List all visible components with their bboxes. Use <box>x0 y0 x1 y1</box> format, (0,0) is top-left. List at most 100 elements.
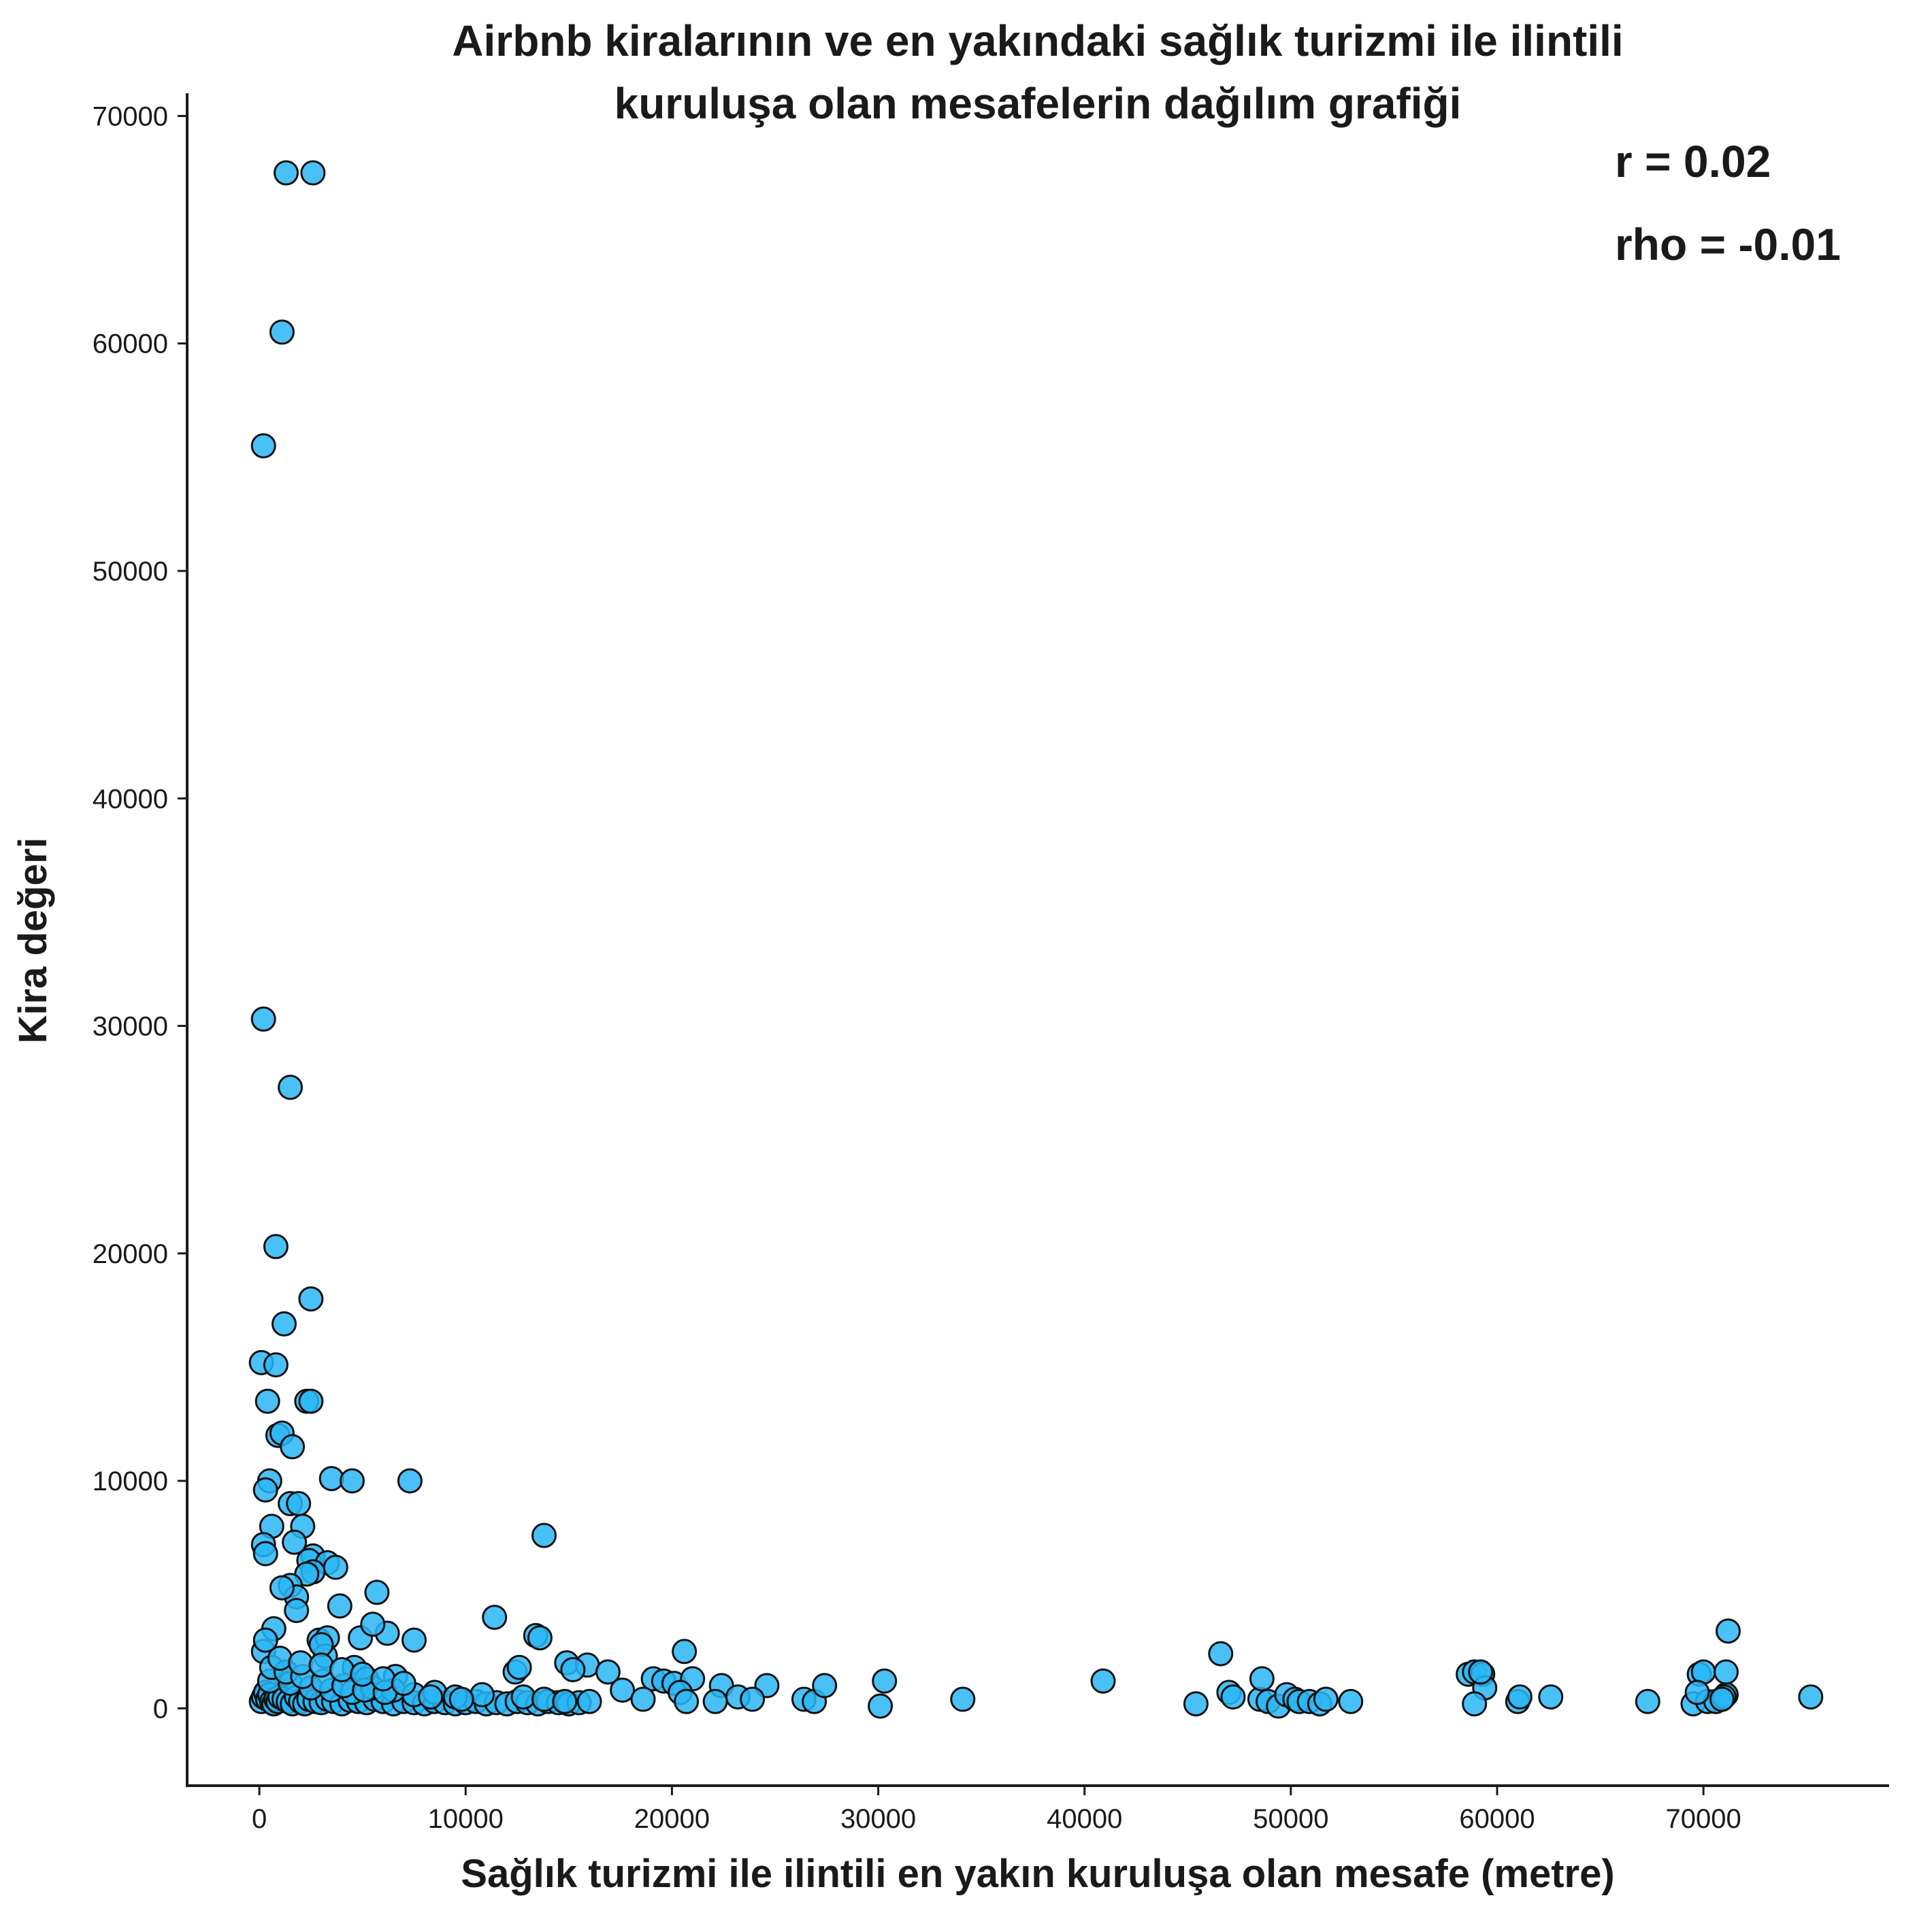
pearson-r-annotation: r = 0.02 <box>1615 136 1771 186</box>
y-tick-label: 20000 <box>93 1239 168 1269</box>
scatter-point <box>269 319 295 345</box>
scatter-point <box>272 1311 297 1337</box>
scatter-point <box>263 1352 289 1378</box>
scatter-point <box>1208 1641 1234 1667</box>
scatter-point <box>1249 1666 1275 1692</box>
y-tick-label: 10000 <box>93 1467 168 1496</box>
spearman-rho-annotation: rho = -0.01 <box>1615 219 1841 269</box>
y-tick-label: 50000 <box>93 557 168 587</box>
scatter-point <box>329 1657 355 1682</box>
scatter-point <box>1714 1659 1739 1685</box>
scatter-point <box>298 1388 324 1414</box>
scatter-point <box>350 1661 376 1687</box>
scatter-point <box>364 1579 390 1605</box>
scatter-point <box>510 1684 536 1710</box>
scatter-point <box>1090 1668 1116 1694</box>
scatter-point <box>531 1686 557 1712</box>
scatter-point <box>610 1677 636 1703</box>
scatter-point <box>418 1684 444 1710</box>
scatter-point <box>630 1686 656 1712</box>
scatter-point <box>269 1575 295 1601</box>
scatter-point <box>1183 1691 1209 1717</box>
scatter-point <box>284 1598 310 1624</box>
scatter-point <box>812 1673 838 1699</box>
scatter-point <box>250 1006 276 1032</box>
scatter-point <box>672 1639 698 1665</box>
scatter-point <box>868 1693 894 1719</box>
scatter-point <box>327 1593 353 1619</box>
scatter-point <box>1716 1618 1741 1644</box>
scatter-point <box>252 1477 278 1503</box>
scatter-point <box>576 1688 602 1714</box>
chart-title-line-2: kuruluşa olan mesafelerin dağılım grafiğ… <box>615 79 1462 128</box>
y-tick-label: 40000 <box>93 784 168 814</box>
x-tick-label: 0 <box>252 1804 267 1834</box>
scatter-point <box>402 1627 427 1653</box>
y-tick-label: 70000 <box>93 101 168 131</box>
scatter-point <box>360 1611 386 1637</box>
scatter-point <box>531 1522 557 1548</box>
y-tick-label: 0 <box>153 1694 168 1724</box>
x-tick-label: 30000 <box>840 1804 916 1834</box>
x-axis-ticks: 0 10000 20000 30000 40000 50000 60000 70000 <box>252 1786 1741 1834</box>
scatter-point <box>263 1234 289 1260</box>
x-tick-label: 10000 <box>428 1804 504 1834</box>
scatter-point <box>252 1627 278 1653</box>
scatter-point <box>506 1654 532 1680</box>
scatter-point <box>1462 1691 1488 1717</box>
scatter-point <box>702 1688 728 1714</box>
scatter-point <box>1507 1684 1533 1710</box>
x-axis-label: Sağlık turizmi ile ilintili en yakın kur… <box>461 1852 1614 1896</box>
scatter-point <box>323 1554 348 1580</box>
scatter-point <box>252 1541 278 1567</box>
scatter-point <box>950 1686 976 1712</box>
scatter-point <box>1468 1659 1494 1685</box>
scatter-point <box>280 1434 306 1460</box>
scatter-point <box>482 1605 508 1631</box>
x-tick-label: 70000 <box>1666 1804 1741 1834</box>
scatter-point <box>448 1686 474 1712</box>
chart-title-line-1: Airbnb kiralarının ve en yakındaki sağlı… <box>452 16 1623 65</box>
scatter-point <box>370 1666 396 1692</box>
scatter-point <box>274 160 299 186</box>
x-tick-label: 20000 <box>634 1804 710 1834</box>
scatter-point <box>278 1075 304 1100</box>
y-axis-label: Kira değeri <box>11 838 55 1044</box>
scatter-point <box>318 1466 344 1492</box>
scatter-point <box>527 1625 553 1651</box>
data-points-layer <box>248 160 1824 1719</box>
scatter-point <box>1220 1684 1246 1710</box>
scatter-point <box>267 1646 293 1671</box>
scatter-point <box>250 433 276 459</box>
scatter-point <box>1684 1680 1710 1705</box>
scatter-point <box>286 1491 312 1516</box>
x-tick-label: 60000 <box>1459 1804 1535 1834</box>
x-tick-label: 50000 <box>1253 1804 1328 1834</box>
scatter-point <box>397 1468 423 1494</box>
scatter-point <box>282 1529 308 1555</box>
y-tick-label: 60000 <box>93 329 168 359</box>
y-axis-ticks: 0 10000 20000 30000 40000 50000 60000 70000 <box>93 101 187 1724</box>
scatter-point <box>391 1671 416 1697</box>
scatter-point <box>1338 1688 1364 1714</box>
scatter-point <box>1635 1688 1660 1714</box>
scatter-point <box>740 1686 766 1712</box>
scatter-point <box>595 1659 621 1685</box>
y-tick-label: 30000 <box>93 1012 168 1042</box>
scatter-point <box>872 1668 898 1694</box>
scatter-point <box>340 1468 365 1494</box>
scatter-point <box>1538 1684 1564 1710</box>
scatter-point <box>1313 1686 1339 1712</box>
scatter-point <box>300 160 326 186</box>
scatter-point <box>255 1388 280 1414</box>
scatter-point <box>560 1657 586 1682</box>
scatter-point <box>298 1286 324 1312</box>
scatter-point <box>1798 1684 1824 1710</box>
scatter-point <box>552 1688 578 1714</box>
x-tick-label: 40000 <box>1047 1804 1122 1834</box>
scatter-point <box>308 1652 334 1678</box>
scatter-point <box>470 1682 495 1707</box>
scatter-point <box>1709 1686 1735 1712</box>
